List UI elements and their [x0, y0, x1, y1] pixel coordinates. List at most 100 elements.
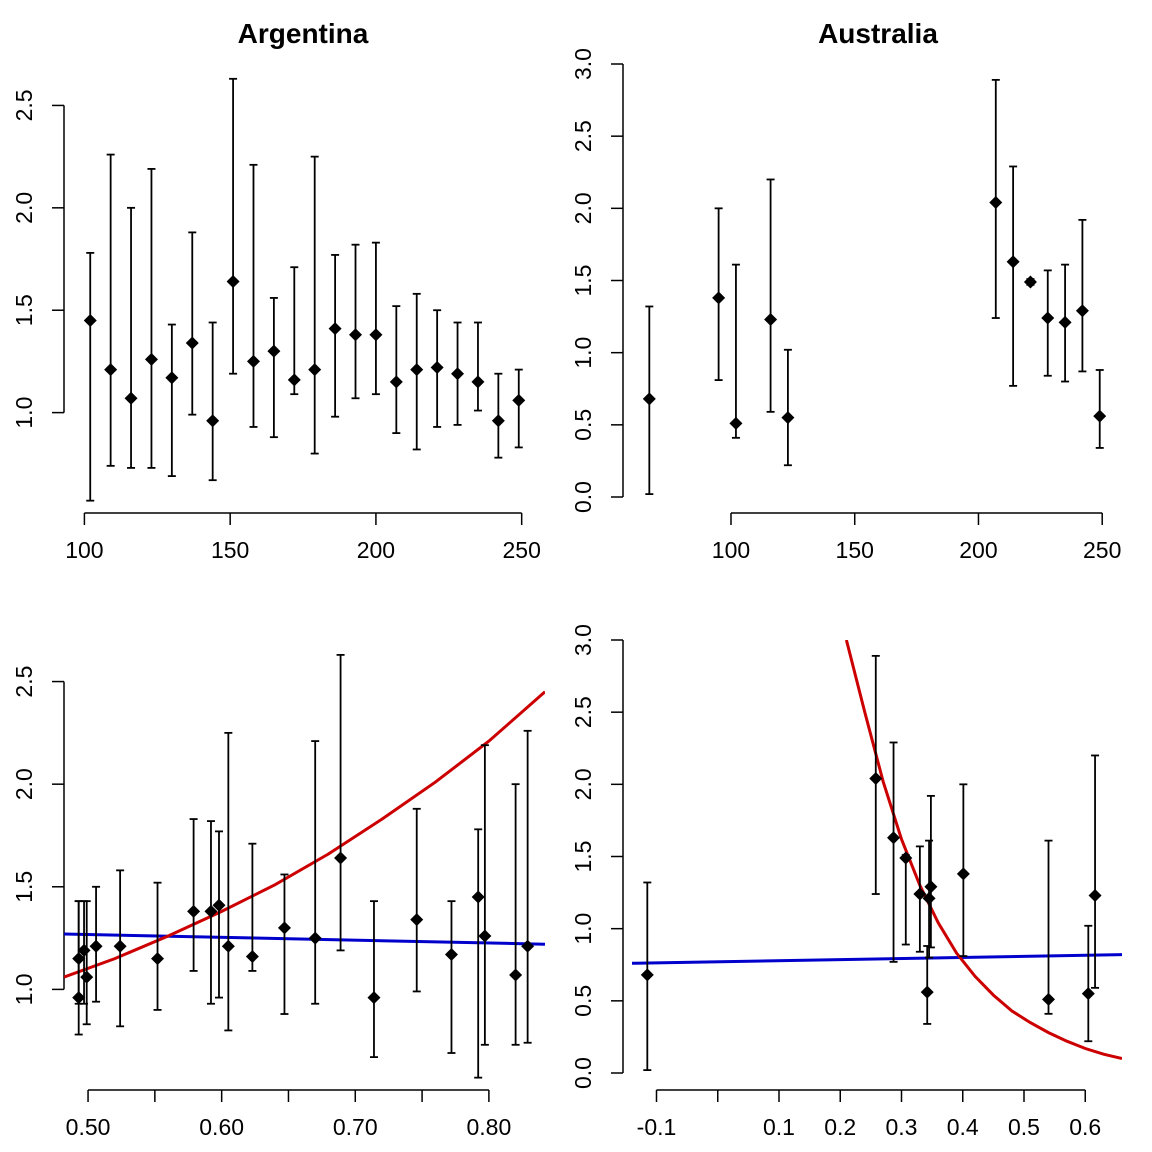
- data-point: [226, 275, 240, 289]
- data-point: [287, 373, 301, 387]
- fit-line: [64, 932, 545, 946]
- fit-line: [844, 640, 1122, 1061]
- data-point: [72, 952, 86, 966]
- data-point: [124, 391, 138, 405]
- data-point: [1088, 888, 1102, 902]
- data-point: [451, 367, 465, 381]
- data-point: [212, 898, 226, 912]
- data-point: [1042, 992, 1055, 1006]
- data-point: [512, 393, 526, 407]
- x-tick-label: 100: [65, 537, 103, 563]
- data-point: [1023, 275, 1037, 289]
- fit-line: [64, 690, 545, 979]
- data-point: [471, 890, 485, 904]
- y-tick-label: 2.5: [570, 120, 596, 152]
- x-tick-label: 0.2: [824, 1114, 856, 1140]
- x-tick-label: 0.4: [947, 1114, 979, 1140]
- y-tick-label: 1.5: [570, 265, 596, 297]
- data-point: [308, 931, 322, 945]
- data-point: [185, 336, 199, 350]
- x-tick-label: -0.1: [637, 1114, 677, 1140]
- y-tick-label: 0.0: [570, 1057, 596, 1089]
- x-tick-label: 0.70: [333, 1114, 378, 1140]
- data-point: [764, 312, 778, 326]
- x-tick-label: 250: [1083, 537, 1121, 563]
- data-point: [956, 867, 970, 881]
- panel-australia-fit: -0.1 0.1 0.2 0.3 0.4 0.5 0.6 0.0 0.5 1.0 1.5 2.0 2.5…: [570, 624, 1122, 1140]
- y-tick-label: 0.0: [570, 481, 596, 513]
- y-tick-label: 2.0: [11, 192, 37, 224]
- data-point: [712, 291, 726, 305]
- data-point: [922, 891, 936, 905]
- data-point: [246, 354, 260, 368]
- data-point: [113, 939, 127, 953]
- data-point: [410, 363, 424, 377]
- data-point: [509, 968, 523, 982]
- data-point: [221, 939, 235, 953]
- data-point: [206, 414, 220, 428]
- data-point: [521, 939, 535, 953]
- data-point: [165, 371, 179, 385]
- y-tick-label: 1.5: [570, 841, 596, 873]
- panel-title: Australia: [818, 18, 938, 49]
- x-tick-label: 200: [357, 537, 395, 563]
- panel-title: Argentina: [238, 18, 369, 49]
- data-point: [924, 880, 938, 894]
- y-tick-label: 2.0: [11, 768, 37, 800]
- x-tick-label: 0.3: [886, 1114, 918, 1140]
- y-tick-label: 3.0: [570, 48, 596, 80]
- data-point: [1081, 987, 1095, 1001]
- data-point: [729, 416, 743, 430]
- data-point: [1041, 311, 1055, 325]
- y-tick-label: 2.5: [11, 89, 37, 121]
- y-tick-label: 2.0: [570, 192, 596, 224]
- y-tick-label: 1.0: [570, 337, 596, 369]
- data-point: [89, 939, 103, 953]
- data-point: [1058, 315, 1072, 329]
- data-point: [245, 950, 259, 964]
- y-tick-label: 1.0: [11, 973, 37, 1005]
- data-point: [204, 904, 218, 918]
- data-point: [277, 921, 291, 935]
- data-point: [913, 887, 927, 901]
- data-point: [478, 929, 492, 943]
- data-point: [104, 363, 118, 377]
- data-point: [328, 322, 342, 336]
- data-point: [80, 970, 94, 984]
- data-point: [308, 363, 322, 377]
- data-point: [187, 904, 201, 918]
- x-tick-label: 0.1: [763, 1114, 795, 1140]
- y-tick-label: 3.0: [570, 624, 596, 656]
- y-tick-label: 1.5: [11, 294, 37, 326]
- data-point: [151, 952, 165, 966]
- data-point: [899, 851, 913, 865]
- data-point: [430, 361, 444, 375]
- x-tick-label: 0.5: [1008, 1114, 1040, 1140]
- y-tick-label: 1.0: [570, 913, 596, 945]
- data-point: [640, 968, 654, 982]
- data-point: [781, 411, 795, 425]
- data-point: [1093, 409, 1107, 423]
- x-tick-label: 0.60: [199, 1114, 244, 1140]
- y-tick-label: 2.0: [570, 768, 596, 800]
- x-tick-label: 150: [836, 537, 874, 563]
- data-point: [444, 948, 458, 962]
- x-tick-label: 100: [712, 537, 750, 563]
- data-point: [920, 985, 934, 999]
- y-tick-label: 2.5: [11, 666, 37, 698]
- panel-australia-time: Australia 100 150 200 250 0.0 0.5 1.0 1.5 2.0 2.5…: [570, 18, 1121, 563]
- data-point: [471, 375, 485, 389]
- data-point: [389, 375, 403, 389]
- data-point: [410, 913, 424, 927]
- panel-argentina-fit: 0.50 0.60 0.70 0.80 1.0 1.5 2.0 2.5: [11, 653, 545, 1140]
- data-point: [989, 196, 1003, 210]
- x-tick-label: 0.50: [66, 1114, 111, 1140]
- y-tick-label: 1.5: [11, 871, 37, 903]
- data-point: [1006, 255, 1020, 269]
- data-point: [642, 392, 656, 406]
- data-point: [1075, 304, 1089, 318]
- data-point: [887, 831, 901, 845]
- data-point: [869, 772, 883, 786]
- data-point: [83, 313, 97, 327]
